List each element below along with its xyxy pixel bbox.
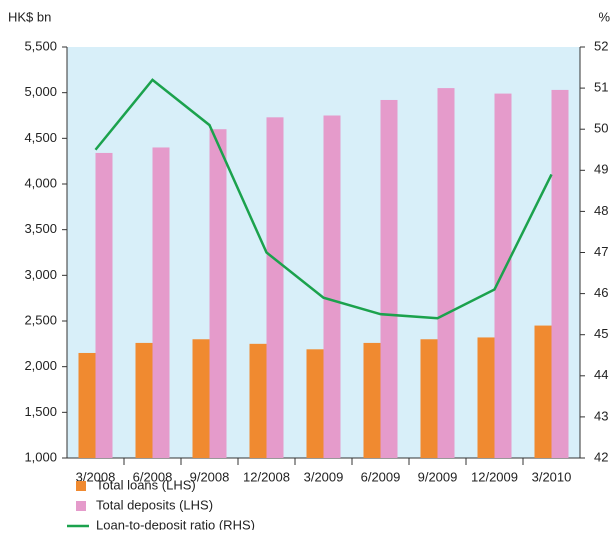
y2-tick-label: 51: [594, 80, 608, 95]
bar: [266, 117, 284, 459]
bar: [551, 89, 569, 458]
x-tick-label: 6/2009: [361, 469, 401, 484]
y2-tick-label: 45: [594, 326, 608, 341]
bar: [249, 343, 267, 458]
bar: [95, 152, 113, 459]
bar: [534, 325, 552, 458]
bar: [306, 349, 324, 458]
y2-tick-label: 48: [594, 203, 608, 218]
x-tick-label: 9/2008: [190, 469, 230, 484]
y2-tick-label: 50: [594, 121, 608, 136]
y-tick-label: 5,500: [24, 38, 57, 53]
y2-tick-label: 46: [594, 285, 608, 300]
legend-swatch: [76, 481, 86, 491]
bar: [437, 88, 455, 458]
line: [94, 78, 553, 320]
y-tick-label: 4,500: [24, 130, 57, 145]
y-tick-label: 3,500: [24, 221, 57, 236]
y-tick-label: 2,500: [24, 312, 57, 327]
bar: [152, 147, 170, 458]
y-tick-label: 3,000: [24, 267, 57, 282]
y-tick-label: 1,000: [24, 449, 57, 464]
bar: [323, 115, 341, 458]
y2-tick-label: 47: [594, 244, 608, 259]
bar: [363, 342, 381, 458]
x-tick-label: 6/2008: [133, 469, 173, 484]
y2-tick-label: 52: [594, 38, 608, 53]
y-tick-label: 1,500: [24, 404, 57, 419]
x-tick-label: 3/2009: [304, 469, 344, 484]
bar: [209, 129, 227, 458]
y2-tick-label: 43: [594, 408, 608, 423]
y2-tick-label: 42: [594, 449, 608, 464]
y2-tick-label: 44: [594, 367, 608, 382]
bar: [192, 339, 210, 458]
bar: [420, 339, 438, 458]
x-tick-label: 12/2009: [471, 469, 518, 484]
y-tick-label: 2,000: [24, 358, 57, 373]
x-tick-label: 12/2008: [243, 469, 290, 484]
y2-axis-label: %: [598, 9, 610, 24]
bar: [135, 342, 153, 458]
legend-label: Total deposits (LHS): [96, 497, 213, 512]
y-tick-label: 5,000: [24, 84, 57, 99]
x-tick-label: 3/2008: [76, 469, 116, 484]
y-axis-label: HK$ bn: [8, 9, 51, 24]
legend-label: Total loans (LHS): [96, 477, 196, 492]
bar: [380, 99, 398, 459]
bar: [477, 337, 495, 458]
legend-label: Loan-to-deposit ratio (RHS): [96, 517, 255, 530]
bar: [494, 93, 512, 458]
x-tick-label: 9/2009: [418, 469, 458, 484]
y-tick-label: 4,000: [24, 175, 57, 190]
y2-tick-label: 49: [594, 162, 608, 177]
bar: [78, 352, 96, 458]
x-tick-label: 3/2010: [532, 469, 572, 484]
legend-swatch: [76, 501, 86, 511]
